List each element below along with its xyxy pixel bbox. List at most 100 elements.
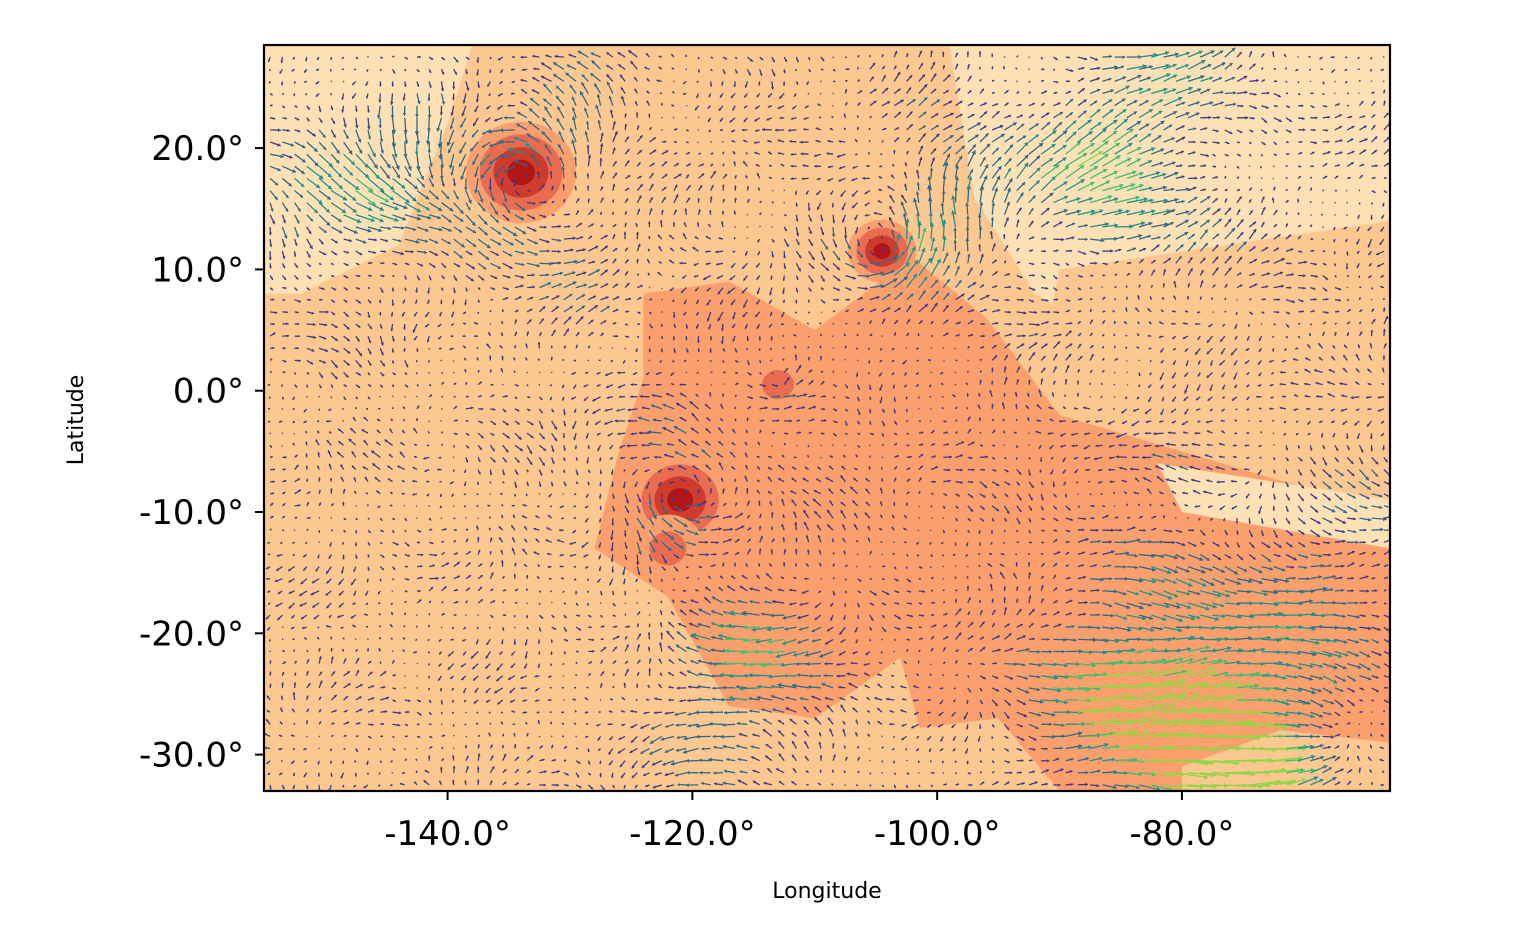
wind-vector [1102,757,1116,762]
wind-vector [844,783,847,786]
wind-vector [739,770,748,774]
wind-vector [330,748,333,752]
wind-vector [354,772,357,777]
wind-vector [1297,776,1319,786]
wind-vector [1334,768,1344,774]
wind-vector [366,772,370,775]
wind-vector [818,732,822,737]
wind-vector [464,780,467,785]
wind-vector [832,754,836,761]
wind-vector [538,745,544,750]
wind-vector [891,747,895,751]
wind-vector [1065,782,1074,786]
hotspot-2-level-3 [762,370,794,400]
wind-vector [665,784,675,788]
wind-vector [791,740,797,749]
wind-vector [599,772,602,778]
wind-vector [791,732,797,737]
wind-vector [415,758,418,762]
wind-vector [413,781,418,786]
wind-vector [791,754,797,762]
wind-vector [1334,756,1341,762]
wind-vector [942,772,945,775]
wind-vector [722,781,736,786]
wind-vector [587,760,591,765]
wind-vector [1028,747,1036,751]
wind-vector [869,784,872,787]
wind-vector [1369,744,1373,749]
wind-vector [708,757,724,762]
wind-vector [674,772,687,777]
wind-vector [722,744,736,750]
wind-vector [964,736,969,743]
wind-vector [416,735,421,739]
wind-vector [576,747,579,750]
wind-vector [330,734,334,738]
wind-vector [1089,742,1109,750]
wind-vector [489,755,494,762]
wind-vector [292,747,296,751]
wind-vector [915,748,920,752]
wind-vector [752,780,761,786]
wind-vector [654,772,662,776]
wind-vector [1285,768,1305,774]
wind-vector [804,755,810,762]
wind-vector [869,772,872,775]
contour-region-1 [264,45,473,294]
wind-vector [1041,782,1048,786]
wind-vector [965,748,969,754]
contour-region-3 [1035,220,1390,464]
wind-vector [738,732,748,738]
wind-vector [1322,776,1337,786]
wind-vector [991,781,999,786]
wind-vector [343,734,347,738]
wind-vector [917,760,920,764]
wind-vector [452,765,456,773]
wind-vector [762,728,773,737]
wind-vector [1298,754,1316,762]
wind-vector [778,780,785,786]
wind-vector [1053,768,1064,774]
wind-vector [1346,743,1350,749]
wind-vector [584,735,589,738]
wind-vector [893,772,897,776]
wind-vector [764,755,773,762]
wind-vector [725,757,736,762]
wind-vector [854,731,859,737]
wind-vector [750,745,760,750]
wind-vector [881,746,884,749]
wind-vector [378,772,381,775]
wind-vector [1004,781,1010,786]
wind-vector [489,744,493,749]
wind-vector [303,772,308,778]
wind-vector [652,784,662,789]
wind-vector [538,735,541,738]
wind-vector [465,765,469,774]
wind-vector [587,772,592,776]
wind-vector [778,753,785,762]
wind-vector [392,747,396,751]
wind-vector [1298,768,1315,774]
wind-vector [791,780,797,786]
wind-vector [303,760,308,763]
wind-vector [1367,756,1373,762]
wind-vector [608,760,614,766]
wind-vector [281,784,285,790]
wind-vector [1077,745,1092,750]
wind-vector [1102,784,1117,790]
wind-vector [551,759,557,762]
wind-vector [634,784,638,789]
wind-vector [686,770,699,775]
wind-vector [660,735,675,741]
wind-vector [1089,769,1101,774]
wind-vector [1004,735,1009,739]
wind-vector [1016,759,1024,762]
wind-vector [1077,757,1089,762]
wind-vector [906,772,910,776]
wind-vector [1175,772,1209,780]
wind-vector [513,743,517,749]
wind-vector [1090,784,1100,788]
wind-vector [1004,771,1013,775]
wind-vector [641,760,650,769]
